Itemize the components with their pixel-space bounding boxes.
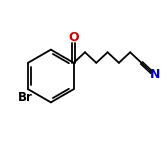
Text: N: N — [150, 68, 160, 81]
Text: O: O — [68, 31, 79, 44]
Text: Br: Br — [18, 90, 33, 104]
